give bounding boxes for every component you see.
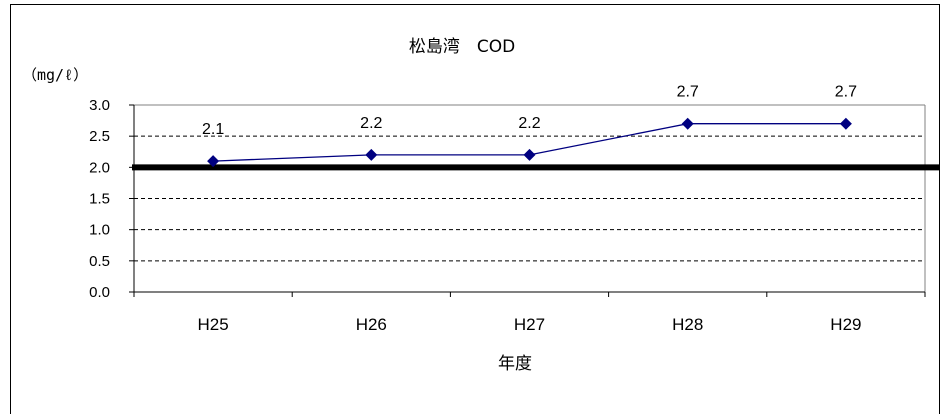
data-point-marker (365, 148, 378, 161)
axes: 0.0 0.5 1.0 1.5 2.0 2.5 3.0 H25 H26 H27 H28 H29 (89, 97, 926, 334)
data-label: 2.1 (202, 121, 224, 138)
data-point-marker (523, 148, 536, 161)
data-point-marker (681, 117, 694, 130)
data-label: 2.2 (360, 115, 382, 132)
series-layer (207, 117, 852, 168)
x-tick-label: H26 (356, 315, 387, 334)
gridlines (134, 104, 926, 292)
data-label: 2.7 (835, 84, 857, 101)
x-tick-label: H25 (198, 315, 229, 334)
y-tick-label: 2.5 (89, 128, 110, 145)
y-tick-label: 3.0 (89, 97, 110, 114)
data-label-layer: 2.1 2.2 2.2 2.7 2.7 (202, 84, 857, 138)
x-axis-title: 年度 (498, 354, 532, 374)
chart-title: 松島湾 COD (409, 37, 515, 57)
y-tick-label: 0.0 (89, 284, 110, 301)
x-tick-label: H28 (672, 315, 703, 334)
x-tick-label: H27 (514, 315, 545, 334)
x-tick-label: H29 (830, 315, 861, 334)
data-label: 2.7 (677, 84, 699, 101)
y-tick-label: 1.5 (89, 191, 110, 208)
chart-frame (10, 4, 940, 414)
y-axis-unit-label: （mg/ℓ） (22, 66, 88, 84)
y-tick-label: 0.5 (89, 253, 110, 270)
data-point-marker (207, 155, 220, 168)
y-tick-label: 1.0 (89, 222, 110, 239)
data-point-marker (839, 117, 852, 130)
y-tick-label: 2.0 (89, 159, 110, 176)
data-label: 2.2 (518, 115, 540, 132)
